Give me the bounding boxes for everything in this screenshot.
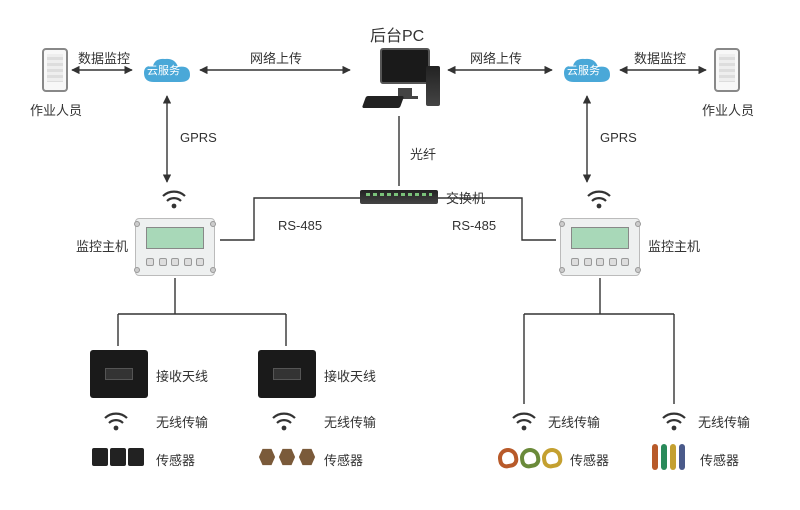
wifi-icon [102,410,130,432]
receiver-box-icon [90,350,148,398]
wireless-label-4: 无线传输 [698,412,750,431]
operator-label-right: 作业人员 [702,100,754,119]
data-monitor-label-left: 数据监控 [78,48,130,67]
wireless-label-1: 无线传输 [156,412,208,431]
monitor-host-icon [560,218,640,276]
fiber-label: 光纤 [410,144,436,163]
wireless-label-3: 无线传输 [548,412,600,431]
sensor-label-4: 传感器 [700,450,739,469]
gprs-label-left: GPRS [180,130,217,145]
rs485-label-right: RS-485 [452,218,496,233]
host-label-right: 监控主机 [648,236,700,255]
operator-label-left: 作业人员 [30,100,82,119]
upload-label-right: 网络上传 [470,48,522,67]
pc-icon [360,48,440,112]
sensor-icon-strap [652,444,685,470]
wireless-label-2: 无线传输 [324,412,376,431]
monitor-host-icon [135,218,215,276]
sensor-icon-ring [498,448,562,468]
cloud-label-left: 云服务 [147,62,180,78]
rs485-label-left: RS-485 [278,218,322,233]
host-label-left: 监控主机 [76,236,128,255]
sensor-label-2: 传感器 [324,450,363,469]
cloud-label-right: 云服务 [567,62,600,78]
sensor-icon-square [92,448,144,466]
wifi-icon [270,410,298,432]
recv-antenna-label-2: 接收天线 [324,366,376,385]
wifi-icon [660,410,688,432]
title: 后台PC [370,22,424,46]
sensor-icon-hex [258,448,316,466]
recv-antenna-label-1: 接收天线 [156,366,208,385]
wifi-icon [510,410,538,432]
gprs-label-right: GPRS [600,130,637,145]
sensor-label-3: 传感器 [570,450,609,469]
wifi-icon [160,188,188,210]
upload-label-left: 网络上传 [250,48,302,67]
data-monitor-label-right: 数据监控 [634,48,686,67]
switch-icon [360,190,438,204]
wifi-icon [585,188,613,210]
phone-icon [42,48,68,92]
phone-icon-right [714,48,740,92]
receiver-box-icon [258,350,316,398]
switch-label: 交换机 [446,188,485,207]
sensor-label-1: 传感器 [156,450,195,469]
